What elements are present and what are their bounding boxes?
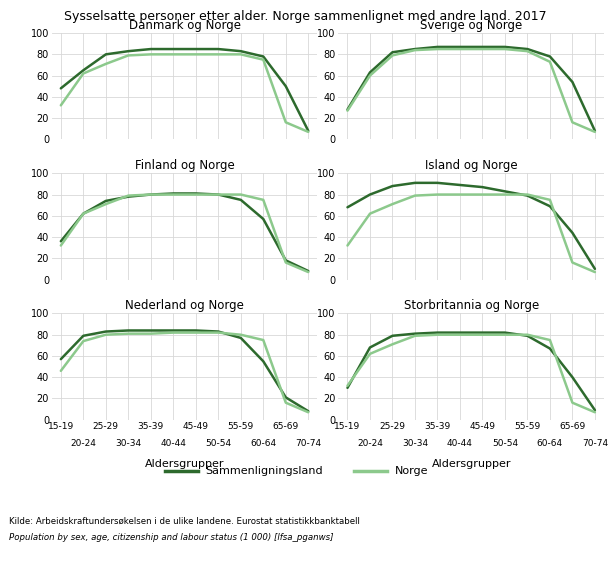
Title: Finland og Norge: Finland og Norge [135, 159, 234, 172]
Text: 40-44: 40-44 [447, 439, 473, 448]
Text: Population by sex, age, citizenship and labour status (1 000) [lfsa_pganws]: Population by sex, age, citizenship and … [9, 533, 334, 542]
Text: 30-34: 30-34 [402, 439, 428, 448]
Text: 20-24: 20-24 [357, 439, 383, 448]
Text: 30-34: 30-34 [115, 439, 142, 448]
Text: 60-64: 60-64 [537, 439, 563, 448]
Text: Sammenligningsland: Sammenligningsland [206, 466, 323, 476]
Text: 70-74: 70-74 [582, 439, 608, 448]
Text: Kilde: Arbeidskraftundersøkelsen i de ulike landene. Eurostat statistikkbanktabe: Kilde: Arbeidskraftundersøkelsen i de ul… [9, 517, 363, 526]
Text: 50-54: 50-54 [492, 439, 518, 448]
Text: 50-54: 50-54 [205, 439, 231, 448]
Text: 70-74: 70-74 [295, 439, 321, 448]
X-axis label: Aldersgrupper: Aldersgrupper [431, 459, 511, 469]
Text: Norge: Norge [395, 466, 428, 476]
Title: Sverige og Norge: Sverige og Norge [420, 19, 522, 32]
Title: Storbritannia og Norge: Storbritannia og Norge [404, 299, 539, 312]
Text: 20-24: 20-24 [70, 439, 96, 448]
Text: 60-64: 60-64 [250, 439, 276, 448]
Text: Sysselsatte personer etter alder. Norge sammenlignet med andre land. 2017: Sysselsatte personer etter alder. Norge … [63, 10, 547, 23]
Title: Danmark og Norge: Danmark og Norge [129, 19, 240, 32]
X-axis label: Aldersgrupper: Aldersgrupper [145, 459, 224, 469]
Title: Nederland og Norge: Nederland og Norge [125, 299, 244, 312]
Text: 40-44: 40-44 [160, 439, 186, 448]
Title: Island og Norge: Island og Norge [425, 159, 517, 172]
